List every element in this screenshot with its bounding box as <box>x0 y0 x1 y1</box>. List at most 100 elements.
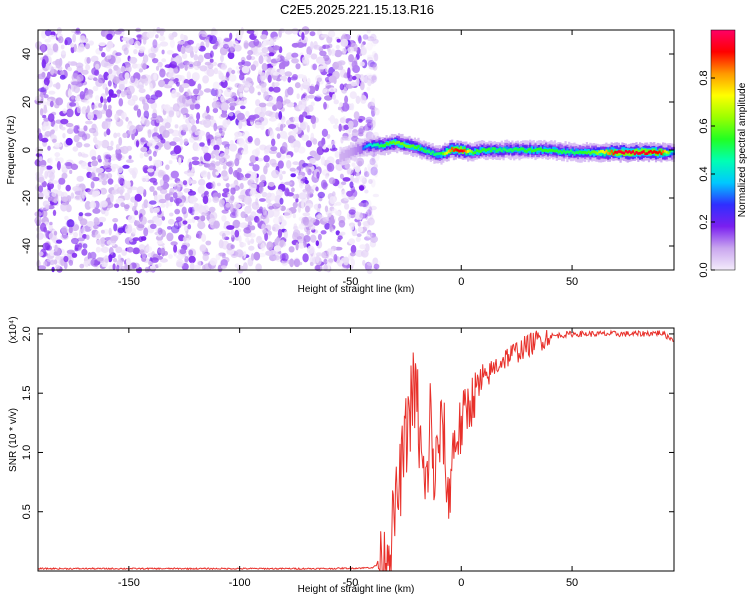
heatmap-noise-cell <box>187 224 192 230</box>
heatmap-noise-cell <box>91 160 98 167</box>
heatmap-noise-cell <box>113 223 118 232</box>
heatmap-noise-cell <box>197 221 206 230</box>
heatmap-noise-cell <box>98 42 107 47</box>
heatmap-noise-cell <box>106 145 114 151</box>
heatmap-noise-cell <box>227 51 235 60</box>
heatmap-ridge-cell <box>474 151 477 154</box>
heatmap-noise-cell <box>244 173 252 179</box>
heatmap-noise-cell <box>309 31 316 37</box>
heatmap-noise-cell <box>253 251 261 261</box>
heatmap-noise-cell <box>133 49 138 55</box>
heatmap-ridge-cell <box>348 149 351 158</box>
heatmap-noise-cell <box>322 216 330 222</box>
heatmap-noise-cell <box>197 204 205 213</box>
heatmap-noise-cell <box>201 233 207 242</box>
heatmap-noise-cell <box>365 119 373 124</box>
heatmap-noise-cell <box>193 88 199 95</box>
heatmap-noise-cell <box>242 61 251 67</box>
heatmap-noise-cell <box>38 176 45 183</box>
heatmap-noise-cell <box>279 130 288 139</box>
heatmap-noise-cell <box>277 160 284 169</box>
heatmap-noise-cell <box>213 122 218 132</box>
heatmap-ridge-cell <box>640 151 643 154</box>
heatmap-noise-cell <box>215 155 221 160</box>
heatmap-noise-cell <box>59 74 66 80</box>
heatmap-noise-cell <box>154 159 163 168</box>
heatmap-noise-cell <box>209 35 218 45</box>
heatmap-noise-cell <box>323 101 327 110</box>
heatmap-noise-cell <box>183 188 191 193</box>
heatmap-noise-cell <box>73 125 80 134</box>
heatmap-noise-cell <box>193 54 199 61</box>
heatmap-noise-cell <box>230 244 235 249</box>
heatmap-noise-cell <box>263 155 270 163</box>
heatmap-noise-cell <box>310 217 316 223</box>
heatmap-noise-cell <box>65 122 74 128</box>
heatmap-noise-cell <box>61 172 68 179</box>
heatmap-noise-cell <box>105 167 112 173</box>
heatmap-noise-cell <box>169 141 177 146</box>
heatmap-ridge-cell <box>598 150 601 154</box>
heatmap-ridge-cell <box>527 148 530 152</box>
heatmap-noise-cell <box>222 188 230 193</box>
heatmap-noise-cell <box>45 165 53 170</box>
heatmap-noise-cell <box>355 211 360 220</box>
heatmap-noise-cell <box>205 39 210 48</box>
heatmap-noise-cell <box>367 56 373 62</box>
heatmap-noise-cell <box>60 44 65 50</box>
heatmap-noise-cell <box>140 137 146 143</box>
heatmap-noise-cell <box>309 261 314 266</box>
heatmap-noise-cell <box>249 189 255 197</box>
heatmap-noise-cell <box>351 162 356 167</box>
heatmap-noise-cell <box>60 50 67 55</box>
heatmap-noise-cell <box>103 228 109 235</box>
heatmap-noise-cell <box>152 207 160 213</box>
heatmap-noise-cell <box>212 81 220 91</box>
heatmap-noise-cell <box>49 221 53 226</box>
heatmap-noise-cell <box>60 126 66 131</box>
heatmap-noise-cell <box>148 52 157 58</box>
heatmap-noise-cell <box>220 79 228 89</box>
heatmap-noise-cell <box>364 236 371 241</box>
heatmap-ridge-cell <box>592 151 596 157</box>
heatmap-noise-cell <box>126 180 131 188</box>
heatmap-noise-cell <box>315 240 319 247</box>
heatmap-noise-cell <box>139 152 144 159</box>
heatmap-noise-cell <box>217 192 221 198</box>
heatmap-noise-cell <box>169 212 174 217</box>
heatmap-ridge-cell <box>631 150 635 154</box>
heatmap-noise-cell <box>258 181 265 188</box>
heatmap-noise-cell <box>197 54 204 63</box>
heatmap-ridge-cell <box>374 143 377 147</box>
heatmap-noise-cell <box>304 179 309 185</box>
heatmap-ridge-cell <box>516 148 519 152</box>
heatmap-noise-cell <box>143 102 149 112</box>
heatmap-noise-cell <box>131 132 136 141</box>
heatmap-ridge-cell <box>373 143 376 147</box>
heatmap-noise-cell <box>282 170 286 175</box>
heatmap-ridge-cell <box>380 144 383 148</box>
heatmap-noise-cell <box>128 100 135 105</box>
heatmap-ridge-cell <box>488 148 491 154</box>
heatmap-noise-cell <box>228 74 237 82</box>
heatmap-noise-cell <box>335 159 341 165</box>
heatmap-noise-cell <box>343 256 350 266</box>
heatmap-noise-cell <box>101 139 110 149</box>
heatmap-noise-cell <box>369 235 377 241</box>
heatmap-ridge-cell <box>617 150 620 156</box>
heatmap-noise-cell <box>284 71 293 77</box>
heatmap-noise-cell <box>218 157 227 165</box>
heatmap-ridge-cell <box>640 148 643 154</box>
heatmap-ridge-cell <box>587 150 590 154</box>
heatmap-noise-cell <box>196 95 201 102</box>
heatmap-noise-cell <box>369 61 377 68</box>
heatmap-noise-cell <box>130 196 137 203</box>
heatmap-ridge-cell <box>603 151 606 154</box>
heatmap-ridge-cell <box>436 152 440 156</box>
heatmap-noise-cell <box>291 187 295 193</box>
heatmap-noise-cell <box>293 146 299 153</box>
heatmap-noise-cell <box>86 105 90 114</box>
heatmap-ridge-cell <box>607 151 610 155</box>
heatmap-noise-cell <box>239 222 248 229</box>
heatmap-noise-cell <box>48 34 56 40</box>
